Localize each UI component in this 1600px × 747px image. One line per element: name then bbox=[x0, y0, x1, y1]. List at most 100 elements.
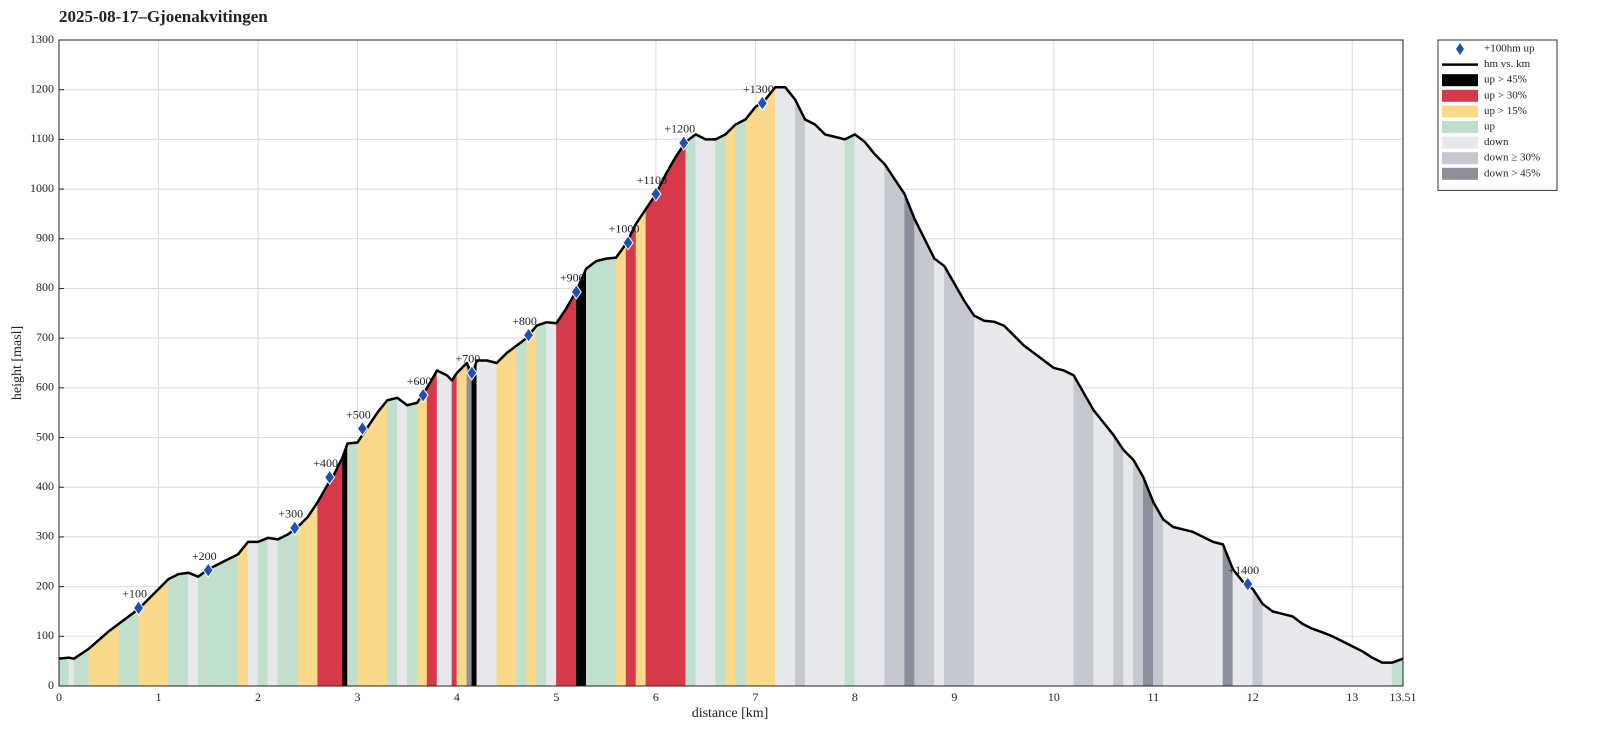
climb-label: +800 bbox=[512, 314, 537, 328]
grade-stripe bbox=[1342, 640, 1353, 687]
climb-marker bbox=[289, 520, 301, 536]
x-tick-label: 6 bbox=[653, 690, 659, 704]
grade-stripe bbox=[516, 337, 527, 687]
grade-stripe bbox=[844, 134, 856, 687]
grade-stripe bbox=[317, 483, 328, 687]
grade-stripe bbox=[1133, 458, 1144, 687]
climb-label: +1400 bbox=[1228, 563, 1259, 577]
grade-stripe bbox=[451, 372, 458, 687]
grade-stripe bbox=[804, 119, 816, 687]
grade-stripe bbox=[904, 193, 915, 687]
grade-stripe bbox=[1312, 628, 1323, 687]
legend-label: +100hm up bbox=[1484, 43, 1535, 55]
grade-stripe bbox=[526, 325, 537, 687]
grade-stripe bbox=[1381, 662, 1393, 687]
y-tick-label: 600 bbox=[36, 380, 54, 394]
grade-stripe bbox=[297, 516, 308, 687]
y-tick-label: 400 bbox=[36, 479, 54, 493]
grade-stripe bbox=[625, 223, 637, 687]
grade-stripe bbox=[1282, 613, 1293, 687]
climb-marker bbox=[202, 562, 214, 579]
grade-stripe bbox=[685, 133, 696, 687]
grade-stripe bbox=[765, 86, 776, 687]
grade-stripe bbox=[108, 623, 119, 687]
grade-stripe bbox=[983, 320, 995, 687]
grade-stripe bbox=[436, 370, 448, 687]
grade-stripe bbox=[1023, 345, 1035, 687]
grade-stripe bbox=[68, 657, 75, 687]
grade-stripe bbox=[188, 572, 199, 687]
legend-label: down > 45% bbox=[1484, 167, 1540, 179]
grade-stripe bbox=[546, 321, 557, 687]
x-tick-label: 8 bbox=[852, 690, 858, 704]
legend-swatch bbox=[1442, 121, 1478, 133]
grade-stripe bbox=[993, 321, 1005, 687]
grade-stripe bbox=[784, 86, 796, 687]
x-tick-label: 13 bbox=[1346, 690, 1358, 704]
legend-swatch bbox=[1442, 89, 1478, 102]
grade-stripe bbox=[367, 411, 378, 687]
climb-label: +1100 bbox=[637, 173, 667, 187]
grade-stripe bbox=[377, 399, 388, 687]
grade-stripe bbox=[471, 360, 478, 687]
grade-stripe bbox=[357, 426, 368, 687]
grade-stripe bbox=[814, 123, 826, 687]
climb-marker bbox=[522, 327, 535, 344]
grade-stripe bbox=[973, 315, 985, 687]
grade-stripe bbox=[854, 133, 866, 687]
grade-stripe bbox=[327, 476, 333, 687]
grade-stripe bbox=[1192, 531, 1204, 687]
grade-stripe bbox=[655, 174, 667, 687]
grade-stripe bbox=[1242, 581, 1254, 687]
y-tick-label: 100 bbox=[36, 628, 54, 642]
y-tick-label: 700 bbox=[36, 330, 54, 344]
x-tick-label: 3 bbox=[354, 690, 360, 704]
grade-stripe bbox=[277, 534, 289, 687]
legend-swatch bbox=[1442, 167, 1478, 180]
x-tick-label: 0 bbox=[56, 690, 62, 704]
climb-label: +600 bbox=[407, 374, 432, 388]
grade-stripe bbox=[595, 258, 607, 687]
grade-stripe bbox=[635, 208, 647, 687]
grade-stripe bbox=[1033, 352, 1045, 687]
grade-stripe bbox=[267, 537, 279, 687]
grade-stripe bbox=[1292, 615, 1303, 687]
grade-stripe bbox=[874, 153, 885, 687]
x-tick-label: 13.51 bbox=[1390, 690, 1417, 704]
y-tick-label: 500 bbox=[36, 429, 54, 443]
grade-stripe bbox=[446, 374, 453, 687]
grade-stripe bbox=[755, 99, 766, 687]
climb-marker bbox=[678, 135, 690, 151]
grade-stripe bbox=[307, 501, 318, 687]
grade-stripe bbox=[1202, 536, 1214, 687]
y-tick-label: 1000 bbox=[30, 181, 54, 195]
grade-stripe bbox=[1272, 611, 1283, 687]
grade-stripe bbox=[138, 588, 159, 687]
grade-stripe bbox=[1153, 501, 1164, 687]
grade-stripe bbox=[178, 572, 189, 687]
x-tick-label: 7 bbox=[752, 690, 758, 704]
grade-stripe bbox=[237, 541, 249, 687]
profile-line bbox=[58, 85, 1404, 664]
grade-stripe bbox=[1073, 374, 1084, 687]
x-tick-label: 11 bbox=[1148, 690, 1160, 704]
climb-label: +200 bbox=[192, 549, 217, 563]
grade-stripe bbox=[1013, 335, 1025, 687]
x-tick-label: 9 bbox=[951, 690, 957, 704]
grade-stripe bbox=[456, 362, 468, 687]
grade-stripe bbox=[944, 265, 955, 687]
grade-stripe bbox=[1043, 360, 1055, 687]
grade-stripe bbox=[934, 258, 945, 687]
grade-stripe bbox=[894, 178, 905, 687]
grade-stripe bbox=[466, 362, 473, 687]
y-tick-label: 200 bbox=[36, 578, 54, 592]
grade-stripe bbox=[556, 307, 567, 687]
grade-stripe bbox=[1352, 645, 1363, 687]
grade-stripe bbox=[387, 397, 398, 687]
grade-stripe bbox=[695, 134, 706, 687]
legend-swatch bbox=[1442, 105, 1478, 118]
grade-stripe bbox=[486, 360, 497, 687]
x-tick-label: 1 bbox=[155, 690, 161, 704]
grade-stripe bbox=[536, 321, 547, 687]
